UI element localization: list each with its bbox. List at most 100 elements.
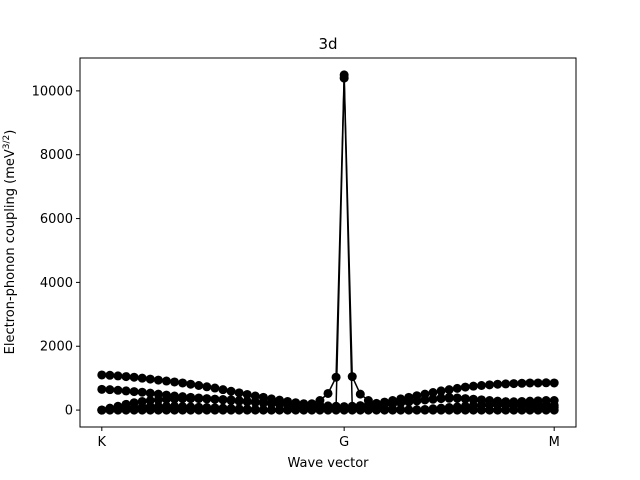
marker xyxy=(275,405,285,415)
marker xyxy=(509,379,519,389)
y-label-main: Electron-phonon coupling (meV xyxy=(3,149,18,354)
marker xyxy=(315,405,325,415)
marker xyxy=(121,386,131,396)
marker xyxy=(388,405,398,415)
marker xyxy=(234,396,244,406)
marker xyxy=(323,388,333,398)
marker xyxy=(178,394,188,404)
marker xyxy=(250,397,260,407)
marker xyxy=(242,389,252,399)
marker xyxy=(549,405,559,415)
marker xyxy=(178,405,188,415)
marker xyxy=(145,374,155,384)
marker xyxy=(202,382,212,392)
marker xyxy=(283,405,293,415)
marker xyxy=(145,405,155,415)
marker xyxy=(420,395,430,405)
marker xyxy=(339,73,349,83)
marker xyxy=(549,378,559,388)
y-tick-label: 6000 xyxy=(40,212,73,227)
marker xyxy=(226,386,236,396)
marker xyxy=(517,378,527,388)
marker xyxy=(396,398,406,408)
y-label-sup: 3/2 xyxy=(2,135,12,149)
x-tick-label: M xyxy=(549,435,560,450)
marker xyxy=(242,396,252,406)
marker xyxy=(121,372,131,382)
y-axis-label: Electron-phonon coupling (meV3/2) xyxy=(2,130,18,355)
marker xyxy=(129,405,139,415)
marker xyxy=(485,405,495,415)
marker xyxy=(460,382,470,392)
marker xyxy=(226,395,236,405)
marker xyxy=(242,405,252,415)
marker xyxy=(234,405,244,415)
marker xyxy=(412,396,422,406)
marker xyxy=(533,378,543,388)
marker xyxy=(476,381,486,391)
marker xyxy=(476,405,486,415)
marker xyxy=(412,405,422,415)
marker xyxy=(363,405,373,415)
y-tick-label: 10000 xyxy=(32,84,73,99)
y-tick-label: 8000 xyxy=(40,148,73,163)
marker xyxy=(258,405,268,415)
marker xyxy=(121,405,131,415)
x-tick-label: K xyxy=(98,435,107,450)
marker xyxy=(161,405,171,415)
marker xyxy=(315,396,325,406)
marker xyxy=(525,405,535,415)
marker xyxy=(331,405,341,415)
marker xyxy=(161,376,171,386)
marker xyxy=(105,385,115,395)
marker xyxy=(541,405,551,415)
marker xyxy=(404,397,414,407)
marker xyxy=(97,384,107,394)
y-tick-label: 0 xyxy=(65,404,73,419)
marker xyxy=(218,405,228,415)
marker xyxy=(444,393,454,403)
chart-title: 3d xyxy=(318,35,337,53)
marker xyxy=(468,405,478,415)
marker xyxy=(113,385,123,395)
marker xyxy=(452,405,462,415)
marker xyxy=(186,405,196,415)
x-axis-label: Wave vector xyxy=(287,456,369,471)
marker xyxy=(363,396,373,406)
marker xyxy=(218,395,228,405)
marker xyxy=(355,405,365,415)
marker xyxy=(137,387,147,397)
marker xyxy=(129,387,139,397)
marker xyxy=(194,381,204,391)
marker xyxy=(137,373,147,383)
marker xyxy=(170,377,180,387)
marker xyxy=(97,405,107,415)
marker xyxy=(226,405,236,415)
marker xyxy=(307,405,317,415)
marker xyxy=(355,389,365,399)
marker xyxy=(153,375,163,385)
marker xyxy=(460,394,470,404)
marker xyxy=(178,378,188,388)
marker xyxy=(533,405,543,415)
marker xyxy=(371,405,381,415)
marker xyxy=(509,405,519,415)
marker xyxy=(493,379,503,389)
marker xyxy=(396,405,406,415)
marker xyxy=(105,370,115,380)
marker xyxy=(323,405,333,415)
marker xyxy=(113,405,123,415)
marker xyxy=(436,386,446,396)
marker xyxy=(202,394,212,404)
marker xyxy=(436,394,446,404)
marker xyxy=(258,397,268,407)
marker xyxy=(210,383,220,393)
marker xyxy=(113,371,123,381)
marker xyxy=(218,385,228,395)
marker xyxy=(436,405,446,415)
y-tick-label: 4000 xyxy=(40,276,73,291)
marker xyxy=(420,405,430,415)
marker xyxy=(485,380,495,390)
marker xyxy=(444,405,454,415)
